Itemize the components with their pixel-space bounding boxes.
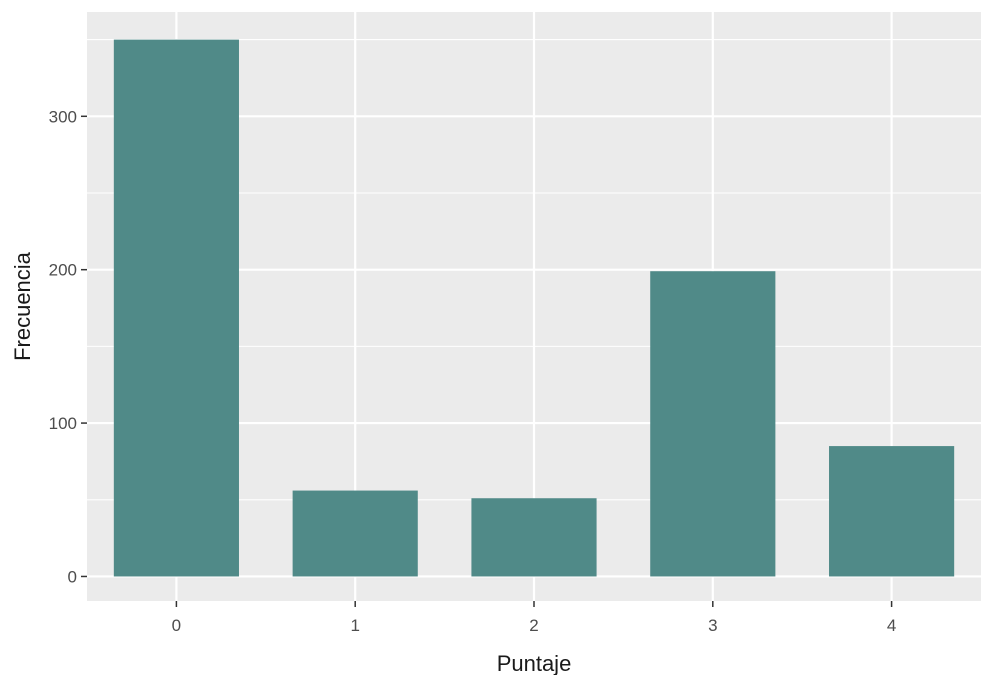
- bar-4: [829, 446, 955, 577]
- x-tick-label: 4: [887, 616, 896, 635]
- x-axis-title: Puntaje: [497, 651, 572, 675]
- x-tick-label: 2: [529, 616, 538, 635]
- y-tick-label: 100: [49, 414, 77, 433]
- y-tick-label: 0: [68, 567, 77, 586]
- bar-1: [292, 490, 418, 577]
- y-axis-title: Frecuencia: [10, 251, 35, 361]
- x-tick-label: 1: [350, 616, 359, 635]
- x-tick-label: 3: [708, 616, 717, 635]
- x-axis: 0 1 2 3 4: [172, 601, 896, 635]
- x-tick-label: 0: [172, 616, 181, 635]
- bar-2: [471, 498, 597, 577]
- y-axis: 0 100 200 300: [49, 107, 87, 586]
- bars-layer: [113, 39, 955, 577]
- y-tick-label: 300: [49, 107, 77, 126]
- y-tick-label: 200: [49, 261, 77, 280]
- bar-0: [113, 39, 239, 577]
- bar-3: [650, 271, 776, 577]
